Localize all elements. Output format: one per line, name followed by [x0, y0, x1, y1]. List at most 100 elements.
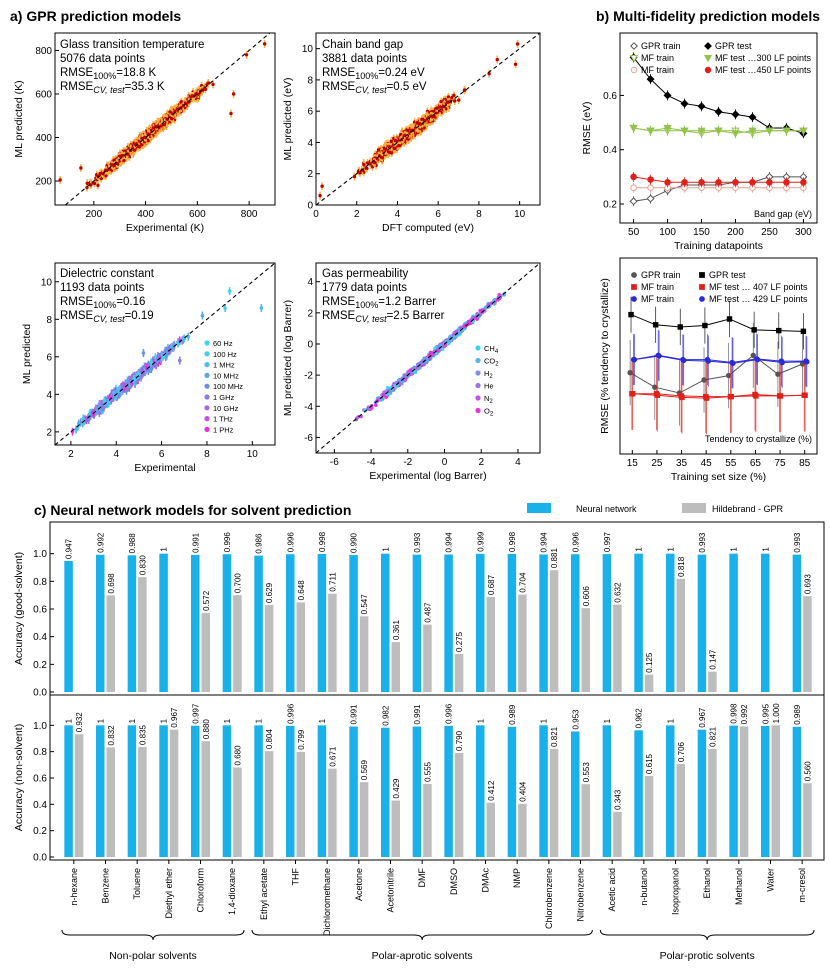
- y-tick-label: 4: [46, 390, 52, 401]
- y-axis-label: ML predicted (K): [13, 80, 25, 157]
- y-tick-label: 600: [35, 89, 52, 100]
- legend-label: 1 MHz: [213, 361, 235, 370]
- data-point: [120, 154, 124, 158]
- data-point: [452, 93, 456, 98]
- data-point: [84, 418, 89, 422]
- parity-line: [54, 262, 276, 446]
- x-tick-label: 0: [313, 209, 319, 220]
- data-point: [374, 403, 378, 407]
- y-tick-label: 2: [307, 169, 313, 180]
- data-point: [146, 132, 150, 136]
- data-count: 1193 data points: [60, 282, 144, 294]
- data-point: [102, 405, 106, 410]
- data-point: [231, 92, 236, 96]
- data-point: [364, 166, 368, 170]
- x-tick-label: 0: [442, 457, 448, 468]
- y-tick-label: 400: [35, 133, 52, 144]
- data-point: [515, 42, 520, 46]
- data-point: [141, 351, 146, 355]
- data-point: [262, 42, 267, 46]
- data-count: 3881 data points: [322, 53, 407, 65]
- legend-label: 10 MHz: [213, 371, 239, 380]
- data-point: [176, 341, 180, 346]
- panel-gas-permeability: -6 -4 -2 0 2 4 -6 -4 -2 0 2 4 Experimental (log Barr…: [282, 262, 541, 482]
- data-point: [495, 57, 499, 62]
- data-point: [200, 313, 205, 318]
- data-point: [179, 100, 184, 104]
- data-point: [92, 181, 97, 186]
- data-count: 5076 data points: [60, 53, 145, 65]
- y-tick-label: 0: [307, 201, 313, 212]
- data-point: [203, 87, 208, 92]
- data-point: [404, 136, 409, 141]
- data-point: [89, 183, 93, 187]
- data-point: [177, 358, 182, 363]
- x-tick-label: 4: [515, 457, 521, 468]
- y-tick-label: 6: [46, 352, 52, 363]
- data-point: [437, 105, 442, 109]
- data-point: [76, 421, 81, 426]
- data-point: [196, 92, 201, 96]
- legend-marker: [204, 351, 210, 357]
- x-tick-label: 800: [241, 209, 258, 220]
- legend-marker: [204, 383, 210, 389]
- legend-label: 100 MHz: [213, 382, 243, 391]
- data-point: [387, 150, 391, 154]
- parity-line: [64, 32, 271, 206]
- legend-label: 60 Hz: [213, 339, 233, 348]
- y-tick-label: 4: [307, 277, 313, 288]
- plot-frame: [54, 32, 276, 206]
- x-tick-label: 10: [514, 209, 526, 220]
- panel-dielectric-constant: 2 4 6 8 10 2 4 6 8 10 Experimental ML predicted Diel…: [21, 262, 276, 474]
- y-tick-label: 800: [35, 46, 52, 57]
- data-point: [457, 98, 461, 102]
- legend-label: 10 GHz: [213, 404, 239, 413]
- y-tick-label: 2: [307, 308, 313, 319]
- chart-title: Glass transition temperature: [60, 39, 204, 51]
- x-tick-label: -4: [367, 457, 376, 468]
- data-point: [389, 139, 393, 144]
- y-tick-label: 8: [307, 75, 313, 86]
- rmse-full: RMSE100%=18.8 K: [60, 67, 157, 81]
- data-point: [399, 132, 403, 137]
- data-point: [127, 377, 131, 382]
- legend-label: 1 GHz: [213, 393, 235, 402]
- data-point: [151, 126, 155, 130]
- y-tick-label: 200: [35, 177, 52, 188]
- data-point: [376, 148, 381, 152]
- data-point: [206, 81, 211, 85]
- data-point: [415, 121, 419, 125]
- plot-frame: [315, 32, 541, 206]
- data-point: [112, 158, 116, 162]
- data-point: [227, 289, 232, 293]
- data-point: [380, 156, 385, 160]
- legend-marker: [204, 340, 210, 346]
- legend-marker: [204, 416, 210, 422]
- data-point: [362, 162, 366, 167]
- data-point: [139, 375, 143, 380]
- x-axis-label: DFT computed (eV): [382, 222, 474, 234]
- data-point: [190, 94, 194, 98]
- data-point: [422, 126, 426, 130]
- data-point: [320, 184, 324, 188]
- data-point: [95, 409, 99, 413]
- data-point: [110, 163, 114, 167]
- legend-marker: [204, 426, 210, 432]
- data-point: [429, 114, 433, 118]
- x-tick-label: 200: [85, 209, 102, 220]
- data-point: [354, 417, 359, 422]
- x-axis-label: Experimental (log Barrer): [369, 470, 486, 482]
- data-point: [259, 306, 264, 310]
- data-point: [132, 148, 137, 152]
- x-tick-label: 2: [354, 209, 360, 220]
- x-tick-label: -2: [403, 457, 412, 468]
- data-point: [229, 111, 233, 116]
- legend-label: 1 PHz: [213, 425, 234, 434]
- parity-line: [315, 32, 541, 206]
- y-tick-label: 2: [46, 427, 52, 438]
- x-tick-label: 10: [247, 449, 259, 460]
- x-tick-label: 400: [137, 209, 154, 220]
- data-point: [146, 369, 151, 373]
- y-tick-label: 6: [307, 107, 313, 118]
